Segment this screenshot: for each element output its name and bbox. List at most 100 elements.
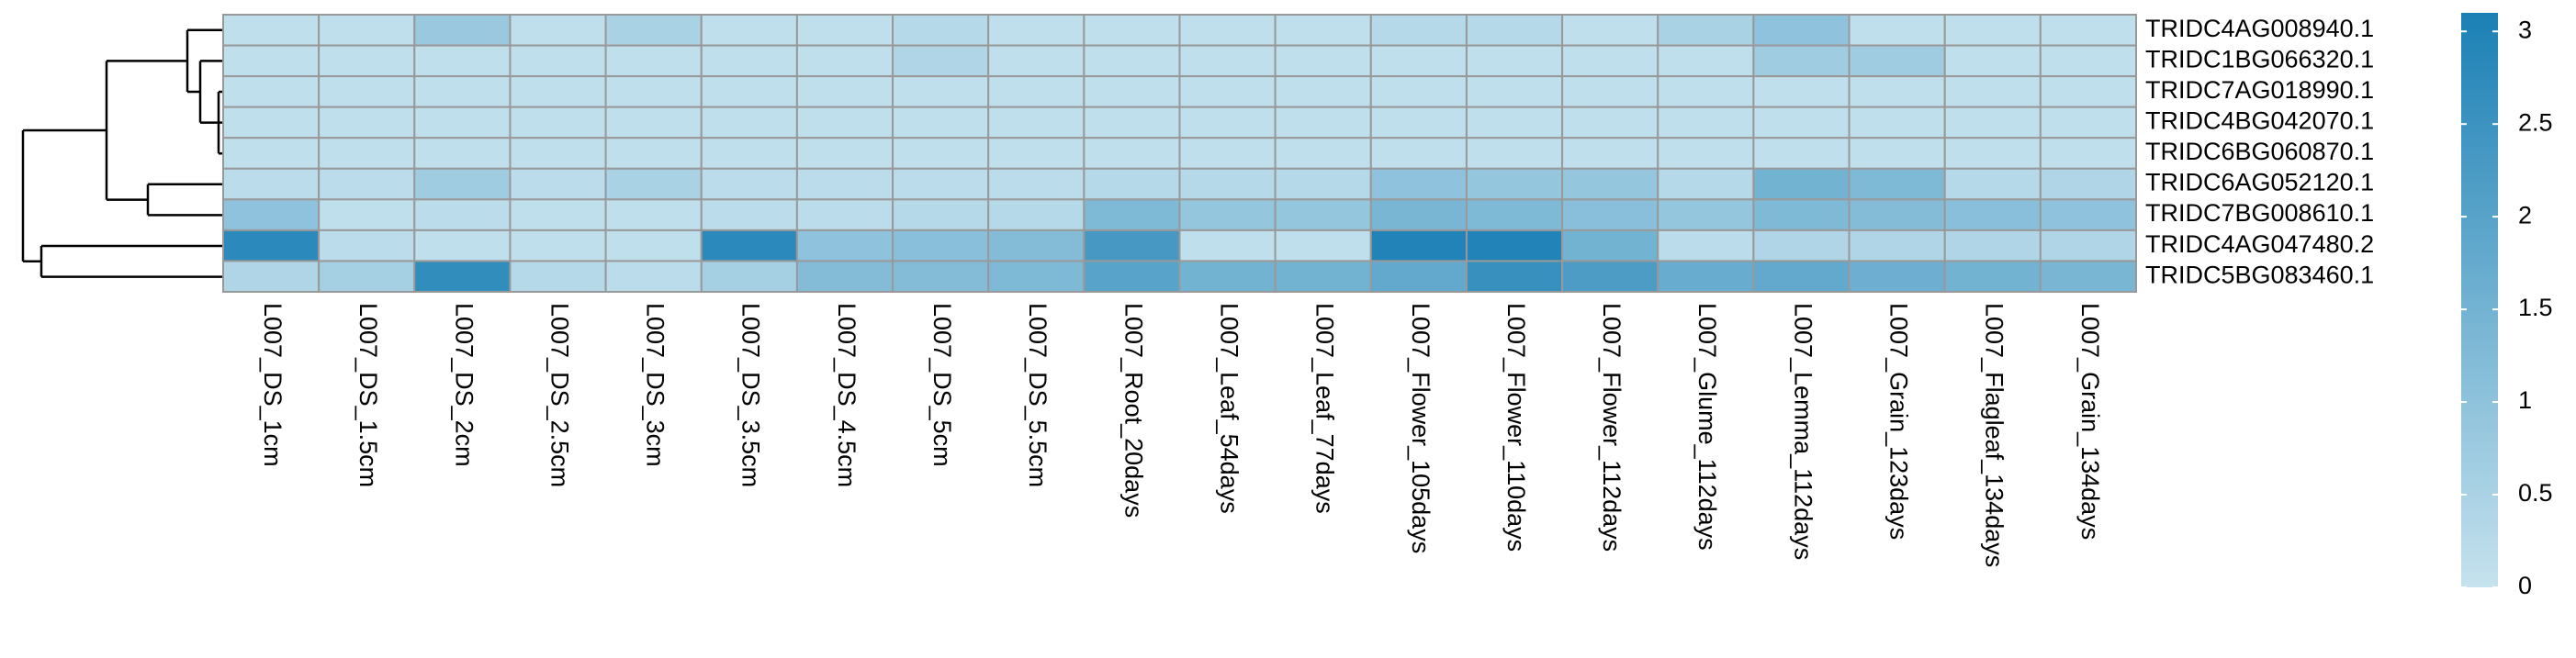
column-label: L007_DS_3.5cm [737,303,765,487]
heatmap-cell [1465,14,1564,47]
heatmap-cell [1752,75,1850,108]
colorbar-tick-label: 3 [2518,16,2532,43]
heatmap-cell [1848,167,1946,201]
heatmap-cell [1561,44,1659,78]
heatmap-cell [987,198,1086,231]
row-label: TRIDC7AG018990.1 [2145,76,2374,104]
heatmap-cell [318,44,416,78]
heatmap-cell [222,229,321,262]
heatmap-cell [700,106,798,139]
column-label: L007_Flower_110days [1502,303,1530,552]
heatmap-cell [1083,167,1181,201]
heatmap-cell [1083,106,1181,139]
colorbar [2461,13,2498,587]
heatmap-cell [1465,44,1564,78]
column-label: L007_DS_2cm [450,303,478,467]
heatmap-cell [222,167,321,201]
heatmap-cell [413,106,512,139]
heatmap-cell [987,167,1086,201]
heatmap-cell [1178,14,1277,47]
heatmap-cell [1657,106,1755,139]
heatmap-cell [1943,229,2042,262]
heatmap-cell [1848,44,1946,78]
heatmap-cell [1369,44,1468,78]
heatmap-cell [1561,260,1659,294]
column-label: L007_Glume_112days [1693,303,1721,551]
heatmap-cell [604,75,703,108]
heatmap-cell [1657,198,1755,231]
row-label: TRIDC4AG047480.2 [2145,230,2374,258]
heatmap-cell [222,44,321,78]
heatmap-cell [700,14,798,47]
heatmap-cell [892,198,990,231]
colorbar-tick-label: 0.5 [2518,479,2553,507]
column-label: L007_DS_2.5cm [546,303,573,487]
heatmap-cell [1848,229,1946,262]
heatmap-cell [795,14,894,47]
heatmap-cell [1943,260,2042,294]
heatmap-cell [987,260,1086,294]
row-label: TRIDC5BG083460.1 [2145,261,2374,288]
heatmap-cell [1752,229,1850,262]
heatmap-cell [2039,75,2138,108]
heatmap-cell [987,106,1086,139]
heatmap-cell [1657,44,1755,78]
heatmap-cell [1848,14,1946,47]
heatmap-cell [1752,14,1850,47]
heatmap-cell [795,198,894,231]
column-label: L007_DS_5cm [928,303,956,467]
column-label: L007_Flagleaf_134days [1981,303,2008,567]
heatmap-cell [1465,137,1564,170]
heatmap-cell [1561,229,1659,262]
heatmap-cell [1943,167,2042,201]
row-label: TRIDC6BG060870.1 [2145,138,2374,165]
heatmap-cell [1752,167,1850,201]
heatmap-cell [1848,260,1946,294]
heatmap-cell [1083,75,1181,108]
heatmap-cell [1465,260,1564,294]
heatmap-cell [1274,260,1372,294]
heatmap-cell [604,198,703,231]
heatmap-cell [509,137,607,170]
heatmap-cell [318,14,416,47]
heatmap-cell [509,229,607,262]
heatmap-cell [1178,106,1277,139]
heatmap-cell [1083,44,1181,78]
heatmap-cell [2039,198,2138,231]
heatmap-cell [318,75,416,108]
heatmap-cell [1657,75,1755,108]
heatmap-cell [413,198,512,231]
heatmap-cell [1369,75,1468,108]
heatmap-cell [1943,44,2042,78]
heatmap-cell [1178,167,1277,201]
heatmap-cell [1657,167,1755,201]
heatmap-cell [413,44,512,78]
heatmap-cell [700,75,798,108]
column-label: L007_Grain_134days [2076,303,2104,540]
row-label: TRIDC6AG052120.1 [2145,169,2374,196]
heatmap-cell [509,44,607,78]
heatmap-cell [2039,229,2138,262]
heatmap-cell [1561,106,1659,139]
heatmap-cell [1465,75,1564,108]
heatmap-cell [2039,44,2138,78]
heatmap-cell [1561,137,1659,170]
heatmap-cell [1178,229,1277,262]
column-label: L007_DS_1cm [259,303,287,467]
column-label: L007_DS_1.5cm [354,303,382,487]
heatmap-cell [1369,198,1468,231]
heatmap-cell [1561,14,1659,47]
heatmap-cell [892,167,990,201]
heatmap-cell [892,106,990,139]
heatmap-cell [1561,198,1659,231]
heatmap-cell [892,260,990,294]
heatmap-cell [987,137,1086,170]
heatmap-cell [1465,198,1564,231]
heatmap-cell [2039,260,2138,294]
heatmap-cell [1083,260,1181,294]
heatmap-cell [2039,14,2138,47]
column-label: L007_DS_3cm [642,303,669,467]
heatmap-cell [222,260,321,294]
heatmap-cell [795,260,894,294]
heatmap-cell [1848,137,1946,170]
